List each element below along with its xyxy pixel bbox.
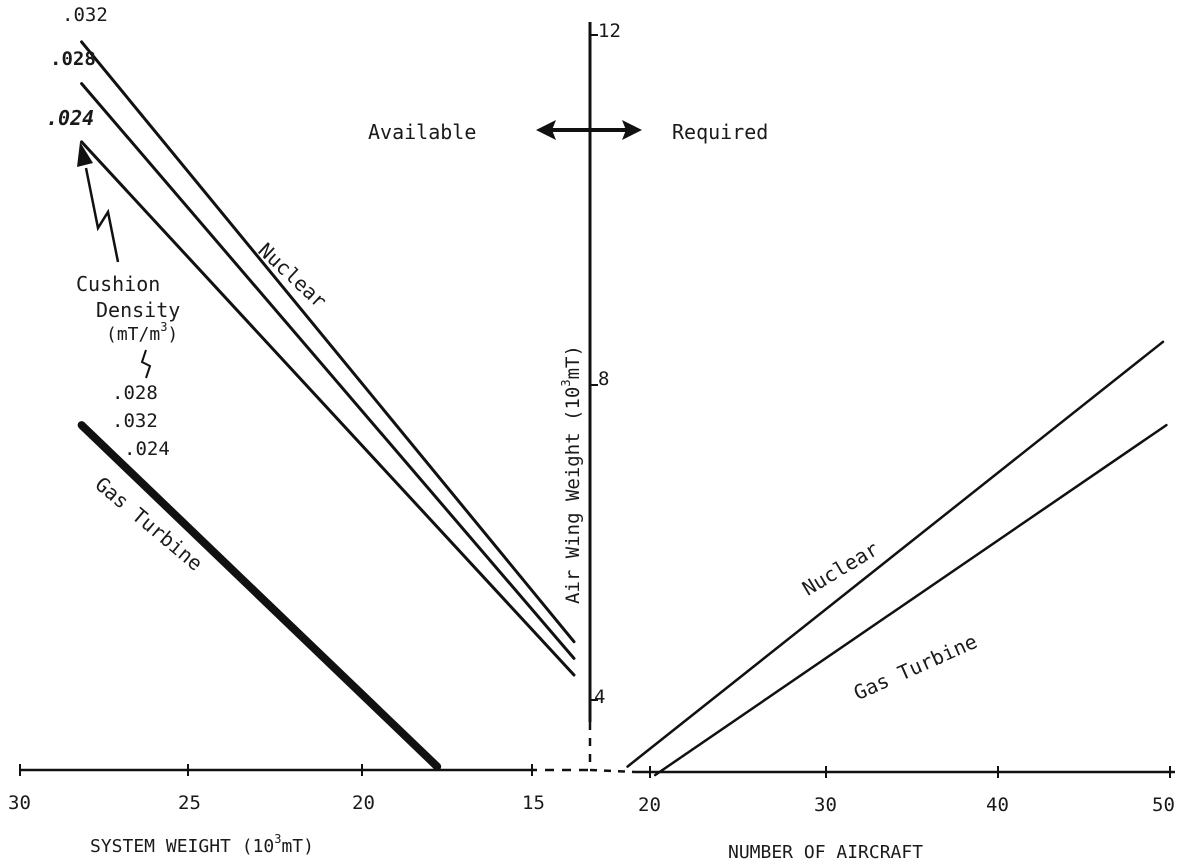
gas-turbine-series-line xyxy=(77,421,442,771)
arrowhead-right xyxy=(622,120,642,140)
cushion-density-unit-exp: 3 xyxy=(160,320,168,334)
cushion-density-title-line2: Density xyxy=(96,298,181,322)
nuclear-series-line-2 xyxy=(80,140,576,677)
y-axis-label-suffix: mT) xyxy=(562,345,584,380)
right-series-line-1 xyxy=(653,423,1168,777)
cushion-pointer-head xyxy=(77,142,93,167)
cushion-pointer-line xyxy=(84,167,120,263)
left-x-axis-title-suffix: mT) xyxy=(281,836,314,857)
nuclear-series-line-0 xyxy=(80,40,576,644)
y-tick-label-12: 12 xyxy=(598,20,621,42)
arrowhead-left xyxy=(536,120,556,140)
available-label: Available xyxy=(368,120,477,144)
nuclear-series-line-1 xyxy=(80,82,576,660)
gas-density-label-032: .032 xyxy=(112,410,158,432)
left-x-axis-title: SYSTEM WEIGHT (103mT) xyxy=(90,832,314,857)
left-xtick-label-20: 20 xyxy=(352,792,375,814)
right-xtick-label-40: 40 xyxy=(986,794,1009,816)
cushion-density-unit-prefix: (mT/m xyxy=(106,324,161,345)
required-label: Required xyxy=(672,120,769,144)
right-xtick-label-50: 50 xyxy=(1152,794,1175,816)
left-xtick-label-25: 25 xyxy=(178,792,201,814)
gas-density-label-028: .028 xyxy=(112,382,158,404)
cushion-density-unit-suffix: ) xyxy=(167,324,179,345)
left-xtick-label-30: 30 xyxy=(8,792,31,814)
cushion-density-title-line1: Cushion xyxy=(76,272,161,296)
axis-dashed-link-right xyxy=(589,768,637,774)
cushion-density-unit: (mT/m3) xyxy=(106,320,179,345)
left-xtick-label-15: 15 xyxy=(522,792,545,814)
left-x-axis-title-exp: 3 xyxy=(274,832,282,846)
gas-density-label-024: .024 xyxy=(124,438,170,460)
right-xtick-label-20: 20 xyxy=(638,794,661,816)
y-axis-label: Air Wing Weight (103mT) xyxy=(559,345,584,604)
right-xtick-label-30: 30 xyxy=(814,794,837,816)
right-series-line-0 xyxy=(626,340,1165,768)
cushion-pointer-zigzag xyxy=(140,349,152,379)
density-label-024: .024 xyxy=(46,106,95,130)
y-tick-label-8: 8 xyxy=(598,368,610,390)
right-x-axis-title: NUMBER OF AIRCRAFT xyxy=(728,842,924,863)
y-tick-label-4: 4 xyxy=(594,686,606,708)
y-axis-label-exp: 3 xyxy=(559,379,573,387)
density-label-032: .032 xyxy=(62,4,108,26)
left-x-axis-title-prefix: SYSTEM WEIGHT (10 xyxy=(90,836,275,857)
density-label-028: .028 xyxy=(50,48,96,70)
series-layer xyxy=(77,40,1168,777)
y-axis-label-prefix: Air Wing Weight (10 xyxy=(562,386,584,604)
